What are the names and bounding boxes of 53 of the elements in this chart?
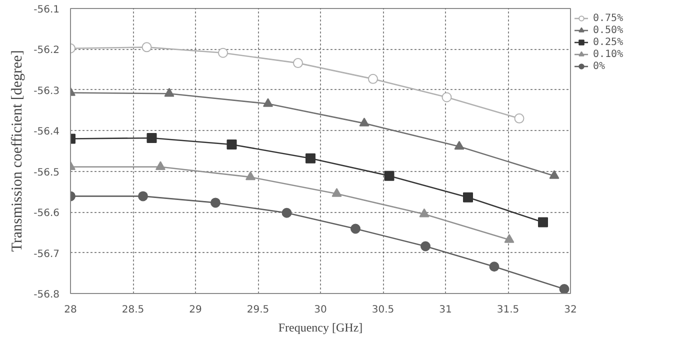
legend-label: 0.50% xyxy=(593,24,624,36)
x-tick-label: 31 xyxy=(439,304,452,316)
point xyxy=(420,241,430,252)
legend-label: 0.25% xyxy=(593,36,624,48)
x-tick-label: 29.5 xyxy=(246,304,270,316)
y-tick-label: -56.8 xyxy=(34,290,60,300)
y-tick-label: -56.5 xyxy=(34,167,60,178)
y-tick-label: -56.7 xyxy=(34,248,60,260)
y-tick-label: -56.1 xyxy=(34,4,60,16)
x-tick-label: 28 xyxy=(64,304,77,316)
point xyxy=(164,88,174,97)
point xyxy=(514,113,524,124)
x-axis-title: Frequency [GHz] xyxy=(278,320,363,334)
y-tick-label: -56.6 xyxy=(34,208,60,220)
point xyxy=(368,74,378,84)
point xyxy=(156,161,166,170)
y-tick-label: -56.4 xyxy=(34,126,60,138)
x-tick-label: 30 xyxy=(314,304,327,316)
point xyxy=(350,224,360,234)
y-tick-label: -56.2 xyxy=(34,45,60,56)
point xyxy=(384,170,394,181)
x-tick-label: 30.5 xyxy=(372,304,394,316)
point xyxy=(489,262,500,272)
y-axis-title: Transmission coefficient [degree] xyxy=(10,50,26,252)
point xyxy=(226,139,237,150)
legend-label: 0% xyxy=(593,60,606,72)
x-tick-label: 28.5 xyxy=(122,304,144,316)
point xyxy=(142,42,152,52)
legend-label: 0.10% xyxy=(593,48,624,60)
point xyxy=(306,153,316,164)
point xyxy=(419,208,430,218)
point xyxy=(293,58,303,68)
x-tick-label: 32 xyxy=(564,304,577,316)
point xyxy=(138,191,148,202)
point xyxy=(218,48,228,58)
point xyxy=(504,234,514,243)
point xyxy=(210,198,220,208)
point xyxy=(146,132,157,143)
y-tick-label: -56.3 xyxy=(34,86,60,97)
point xyxy=(246,171,256,180)
x-tick-label: 29 xyxy=(189,304,202,316)
point xyxy=(559,284,570,294)
point xyxy=(549,170,560,179)
point xyxy=(359,118,370,126)
x-tick-label: 31.5 xyxy=(496,304,520,316)
point xyxy=(454,140,464,150)
point xyxy=(282,208,292,218)
point xyxy=(263,98,273,107)
legend-label: 0.75% xyxy=(593,12,624,24)
point xyxy=(463,192,473,202)
point xyxy=(332,188,342,197)
point xyxy=(538,217,548,228)
point xyxy=(442,92,452,102)
